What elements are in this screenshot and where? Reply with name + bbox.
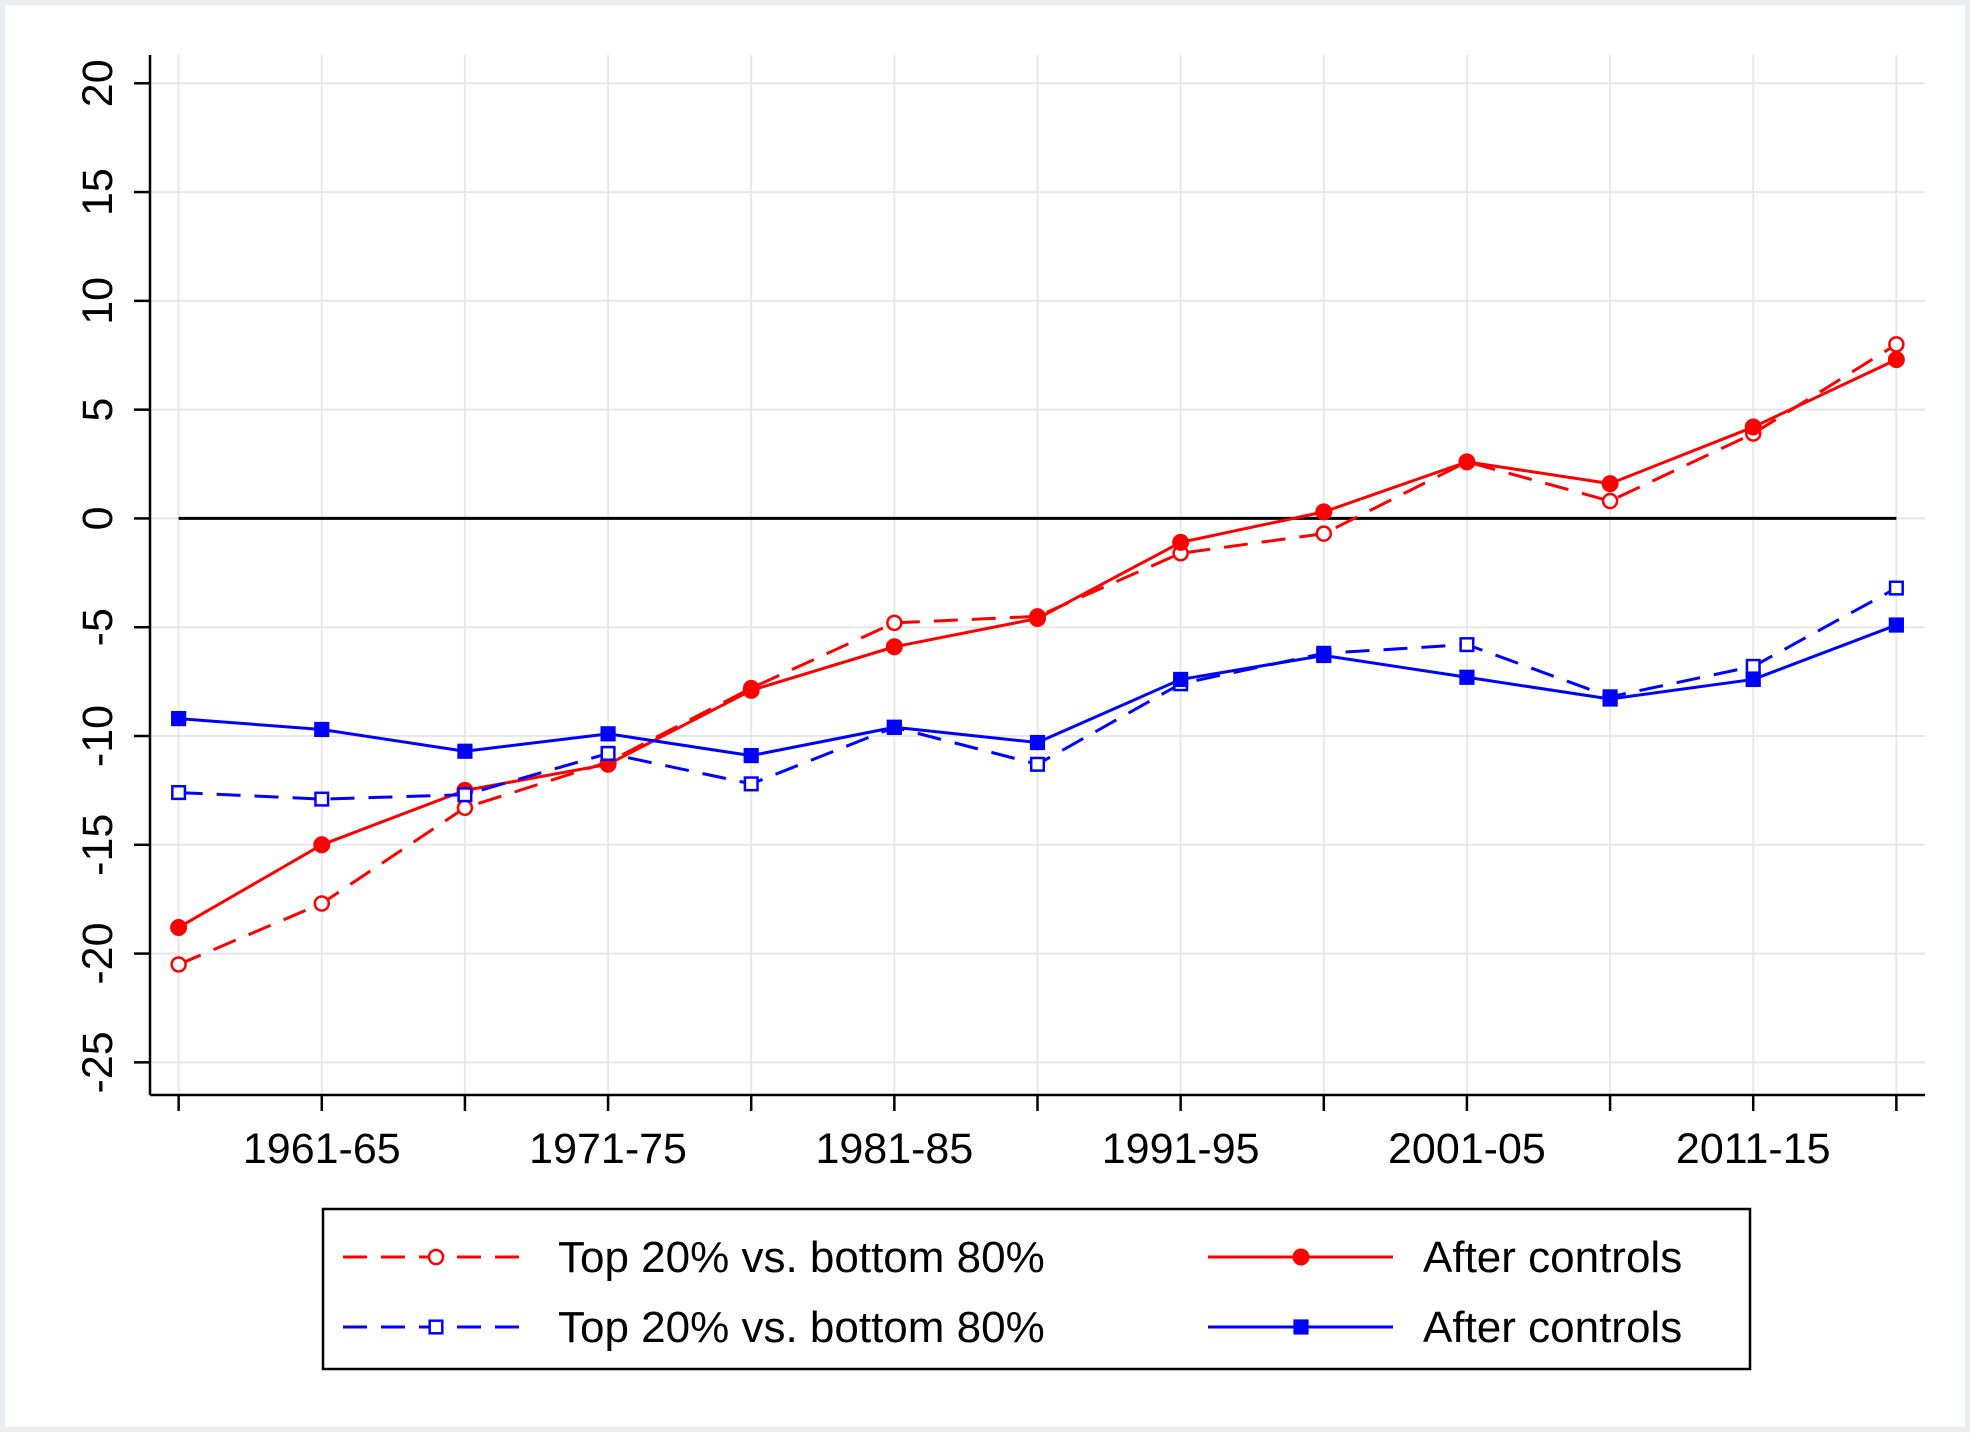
data-point: [456, 799, 474, 817]
data-point: [742, 681, 760, 699]
x-tick-label: 1961-65: [243, 1125, 401, 1173]
data-point: [1458, 453, 1476, 471]
y-tick-label: 10: [74, 277, 122, 325]
x-tick-label: 1981-85: [815, 1125, 973, 1173]
data-point: [1888, 336, 1905, 353]
data-point: [1029, 734, 1046, 751]
data-point: [171, 785, 187, 801]
data-point: [313, 895, 331, 912]
y-tick-label: 15: [74, 168, 122, 216]
legend-label: Top 20% vs. bottom 80%: [558, 1233, 1045, 1282]
data-point: [313, 836, 331, 854]
x-tick-label: 1991-95: [1102, 1125, 1260, 1173]
data-point: [600, 726, 616, 742]
data-point: [170, 956, 187, 973]
data-point: [886, 719, 902, 735]
axes: 20 15 10 5 0 -5 -10 -15 -20 -25 1961-65 1971-75 1981…: [74, 55, 1925, 1173]
data-point: [1601, 475, 1619, 493]
y-tick-label: -15: [74, 814, 122, 876]
x-tick-label: 1971-75: [529, 1125, 687, 1173]
data-point: [1745, 671, 1761, 688]
legend-label: After controls: [1423, 1303, 1682, 1352]
data-point: [1316, 647, 1332, 664]
data-point: [170, 918, 188, 936]
data-point: [314, 791, 330, 807]
data-point: [1029, 756, 1046, 772]
legend-swatch-marker: [427, 1248, 445, 1266]
data-point: [885, 638, 903, 656]
legend-label: After controls: [1423, 1233, 1682, 1282]
legend-box: [321, 1207, 1752, 1371]
data-point: [1173, 671, 1189, 688]
data-point: [1459, 669, 1475, 685]
y-tick-label: -20: [74, 922, 122, 984]
data-point: [743, 776, 759, 792]
data-point: [1029, 610, 1046, 628]
y-tick-label: 20: [74, 59, 122, 107]
data-point: [1315, 503, 1333, 521]
series-3: [171, 617, 1904, 764]
legend-swatch-marker: [428, 1319, 444, 1335]
data-point: [1315, 525, 1333, 542]
data-point: [743, 747, 759, 764]
data-point: [457, 743, 473, 759]
y-tick-label: 5: [74, 398, 122, 422]
data-point: [1745, 658, 1761, 674]
series-lines: [170, 336, 1905, 973]
data-point: [314, 721, 330, 738]
grid-lines: [150, 55, 1925, 1095]
legend-swatch-marker: [1292, 1248, 1310, 1266]
data-point: [1888, 617, 1904, 633]
data-point: [1601, 492, 1619, 510]
data-point: [1602, 691, 1618, 707]
y-tick-label: 0: [74, 506, 122, 530]
data-point: [886, 614, 903, 632]
legend: Top 20% vs. bottom 80% After controls Top …: [321, 1207, 1752, 1371]
data-point: [171, 710, 187, 727]
line-chart: 20 15 10 5 0 -5 -10 -15 -20 -25 1961-65 1971-75 1981…: [74, 55, 1925, 1371]
data-point: [1887, 351, 1905, 369]
y-tick-label: -10: [74, 705, 122, 767]
y-tick-label: -5: [74, 608, 122, 646]
x-tick-label: 2001-05: [1388, 1125, 1546, 1173]
legend-swatch-marker: [1293, 1319, 1309, 1335]
data-point: [600, 745, 616, 761]
y-tick-label: -25: [74, 1031, 122, 1093]
data-point: [457, 787, 473, 803]
legend-label: Top 20% vs. bottom 80%: [558, 1303, 1045, 1352]
data-point: [1172, 533, 1190, 551]
data-point: [1459, 637, 1475, 653]
data-point: [1888, 580, 1904, 596]
x-tick-label: 2011-15: [1676, 1125, 1831, 1173]
data-point: [1744, 418, 1762, 436]
